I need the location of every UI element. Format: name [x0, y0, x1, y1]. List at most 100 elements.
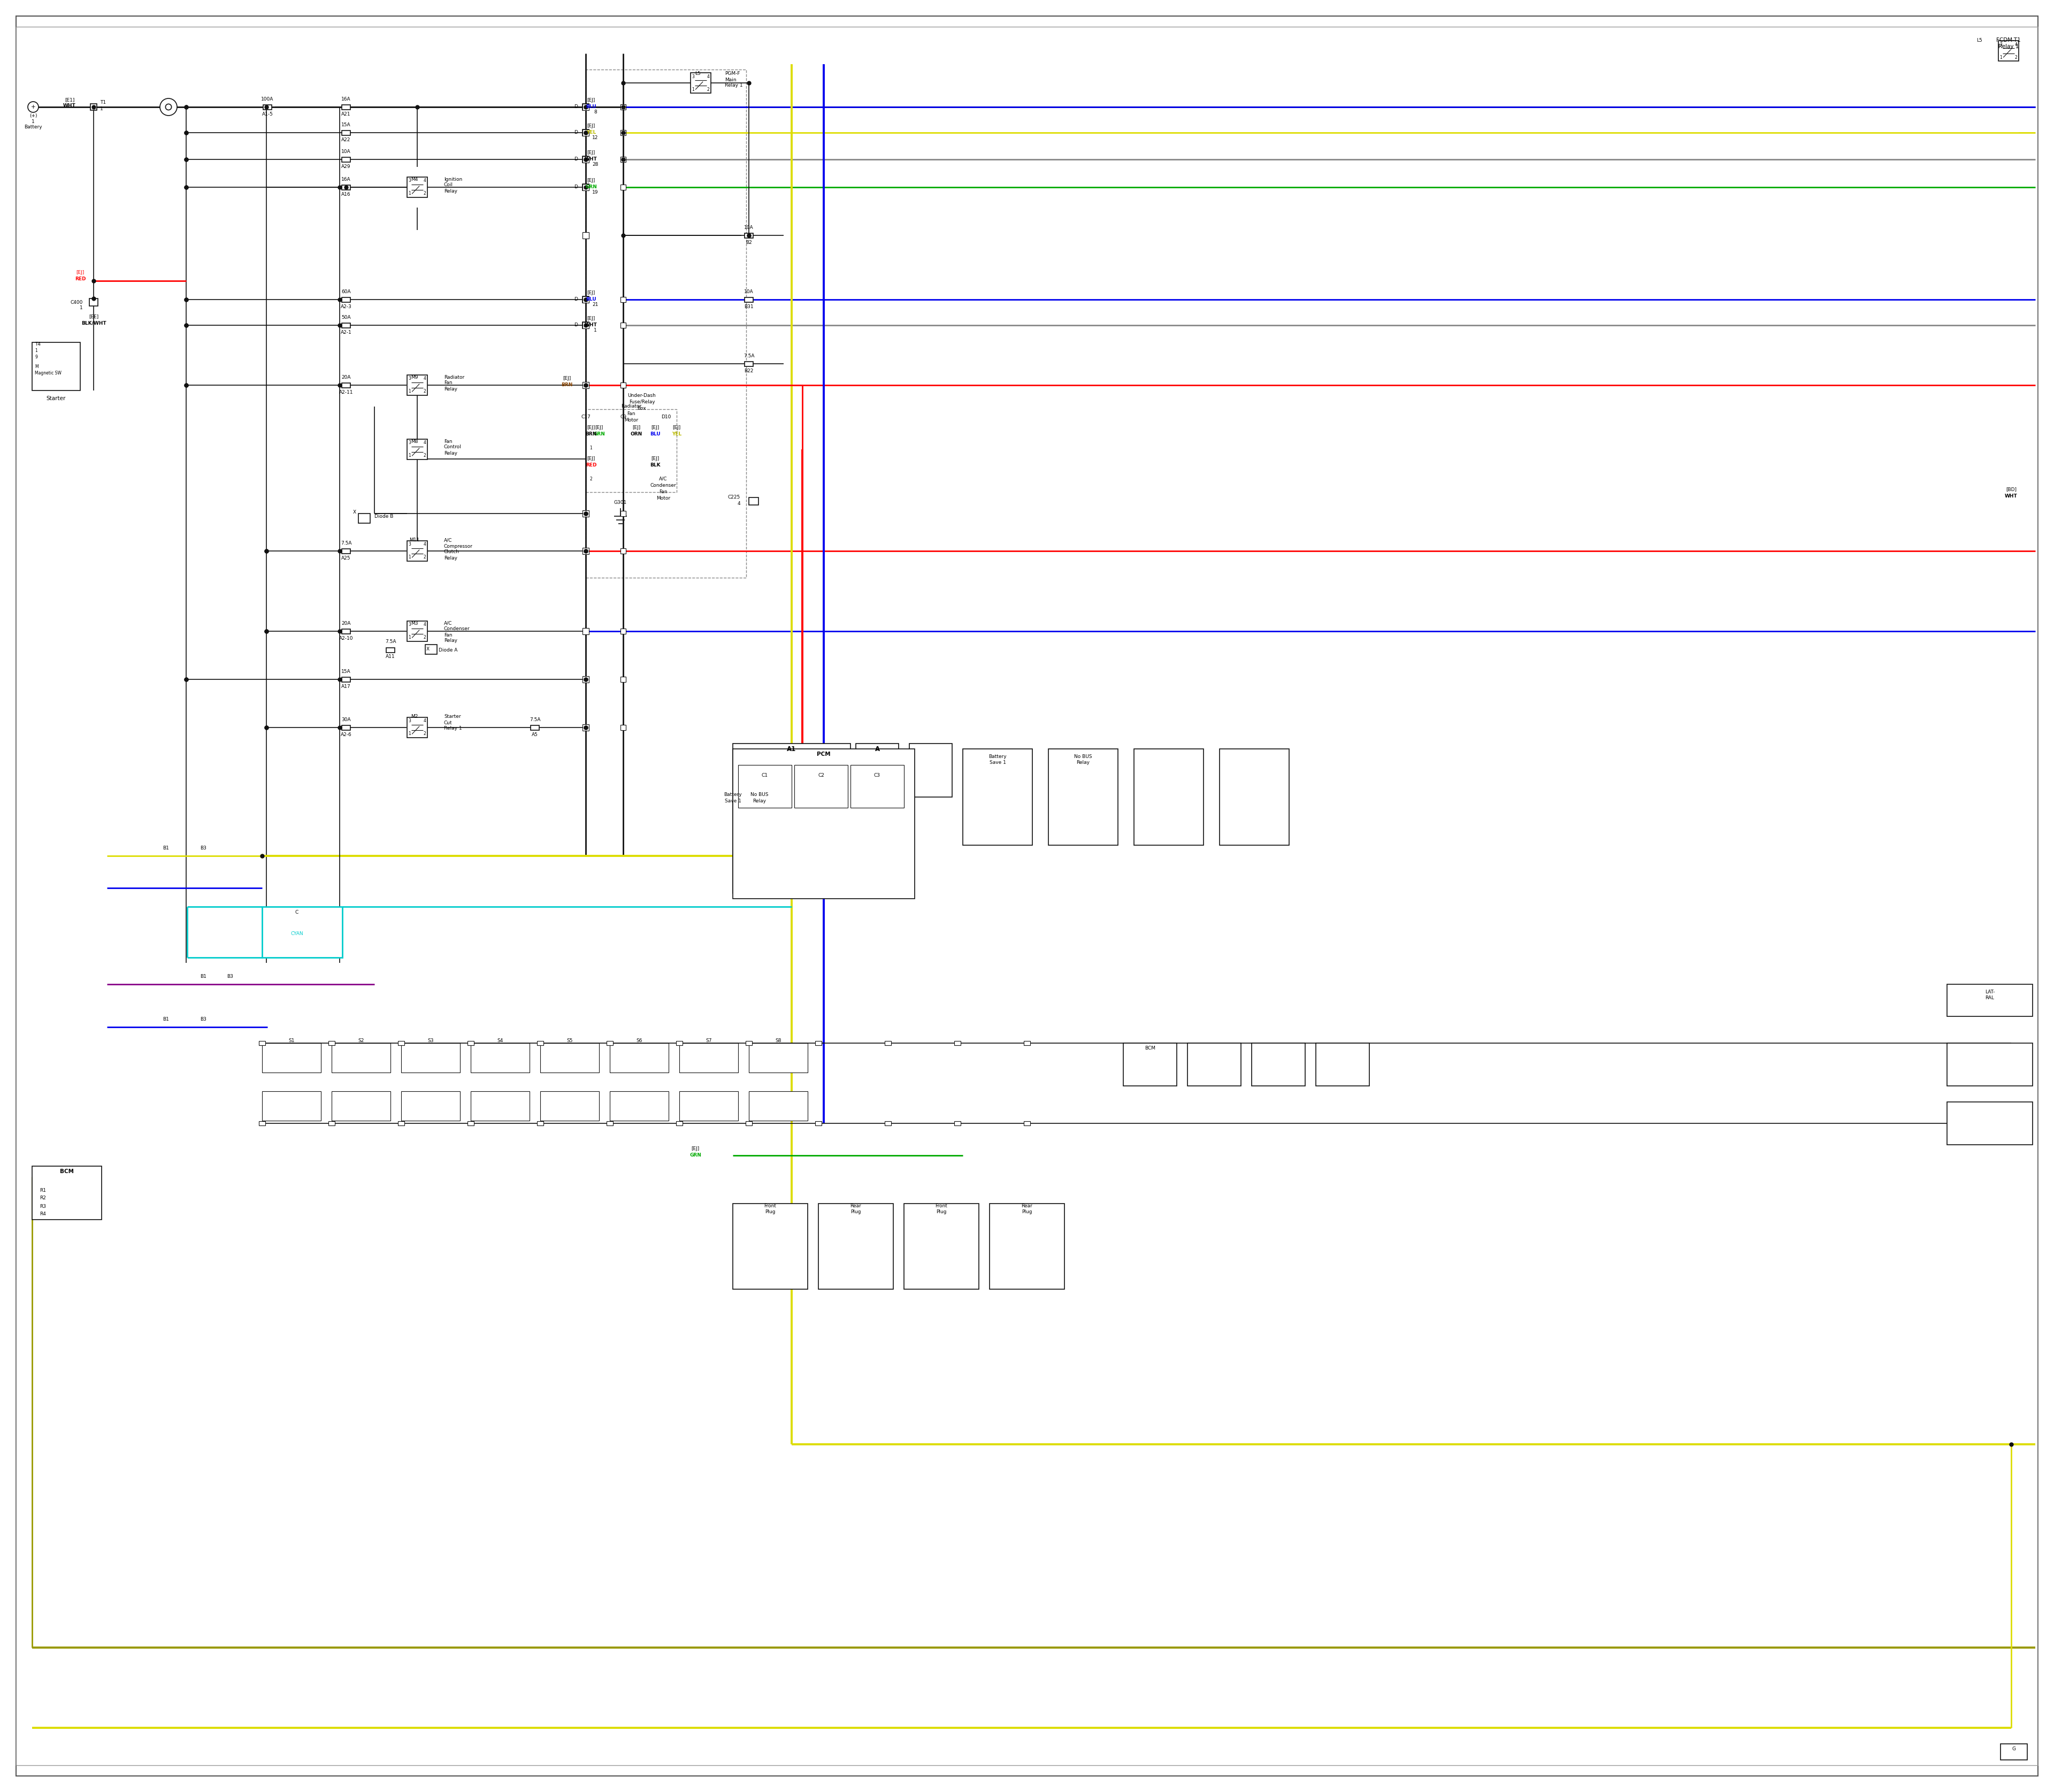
Text: Fan: Fan [626, 410, 635, 416]
Text: Relay 1: Relay 1 [725, 82, 744, 88]
Bar [530, 726, 538, 729]
Bar [904, 1204, 980, 1288]
Text: A2-1: A2-1 [341, 330, 351, 335]
Text: R3: R3 [39, 1204, 45, 1208]
Bar [583, 627, 589, 634]
Bar [341, 158, 351, 161]
Text: Battery: Battery [25, 125, 43, 129]
Text: [EJ]: [EJ] [596, 425, 604, 430]
Text: WHT: WHT [64, 102, 76, 108]
Text: Relay: Relay [444, 556, 458, 561]
Text: S5: S5 [567, 1038, 573, 1043]
Bar [610, 1091, 670, 1120]
Text: [EJ]: [EJ] [587, 97, 596, 102]
Bar [583, 104, 589, 109]
Text: S6: S6 [637, 1038, 643, 1043]
Bar [583, 323, 589, 328]
Bar [606, 1122, 612, 1125]
Bar [468, 1041, 474, 1045]
Bar [620, 185, 626, 190]
Text: 7.5A: 7.5A [744, 353, 754, 358]
Bar [620, 724, 626, 729]
Bar [620, 323, 626, 328]
Text: 1: 1 [594, 328, 598, 333]
Bar [583, 296, 589, 303]
Text: 16A: 16A [341, 177, 351, 183]
Text: RED: RED [585, 462, 596, 468]
Text: 4: 4 [423, 441, 425, 446]
Text: 4: 4 [423, 719, 425, 724]
Text: R1: R1 [39, 1188, 45, 1193]
Bar [857, 744, 900, 797]
Text: B1: B1 [199, 973, 207, 978]
Text: S3: S3 [427, 1038, 433, 1043]
Text: Clutch: Clutch [444, 550, 460, 554]
Text: 1: 1 [692, 88, 694, 91]
Bar [1023, 1122, 1031, 1125]
Bar [263, 907, 343, 957]
Text: D: D [573, 104, 577, 109]
Text: CYAN: CYAN [290, 932, 304, 935]
Bar [398, 1122, 405, 1125]
Text: ORN: ORN [631, 432, 643, 437]
Bar [583, 156, 589, 163]
Bar [341, 677, 351, 681]
Text: BCM: BCM [1144, 1047, 1154, 1050]
Text: D10: D10 [661, 414, 672, 419]
Text: M8: M8 [411, 439, 419, 444]
Bar [610, 1043, 670, 1073]
Text: M9: M9 [411, 375, 419, 380]
Text: [EJ]: [EJ] [76, 271, 84, 276]
Text: [BD]: [BD] [2007, 487, 2017, 491]
Text: 2: 2 [707, 88, 709, 91]
Bar [690, 73, 711, 93]
Bar [680, 1091, 737, 1120]
Bar [341, 548, 351, 554]
Bar [90, 104, 97, 109]
Bar [583, 129, 589, 136]
Bar [263, 1091, 320, 1120]
Text: 12: 12 [592, 134, 598, 140]
Bar [620, 382, 626, 387]
Bar [583, 185, 589, 190]
Text: A11: A11 [386, 654, 394, 659]
Bar [536, 1041, 544, 1045]
Bar [583, 233, 589, 238]
Text: C1: C1 [762, 772, 768, 778]
Text: 2: 2 [2015, 56, 2017, 59]
Text: Fan: Fan [659, 489, 668, 495]
Bar [733, 749, 914, 898]
Text: YEL: YEL [672, 432, 682, 437]
Text: T4: T4 [35, 342, 41, 348]
Text: D: D [573, 297, 577, 303]
Bar [331, 1091, 390, 1120]
Text: [EJ]: [EJ] [587, 457, 596, 461]
Bar [744, 233, 754, 238]
Text: C400: C400 [70, 299, 82, 305]
Text: C17: C17 [581, 414, 589, 419]
Text: 1: 1 [35, 348, 37, 353]
Bar [750, 1043, 807, 1073]
Text: Relay: Relay [754, 799, 766, 803]
Bar [583, 724, 589, 731]
Bar [407, 177, 427, 197]
Text: M2: M2 [411, 715, 419, 719]
Bar [583, 104, 589, 109]
Text: 1: 1 [101, 106, 103, 111]
Text: 28: 28 [592, 161, 598, 167]
Bar [606, 1041, 612, 1045]
Text: 1: 1 [409, 192, 411, 195]
Text: 3: 3 [409, 622, 411, 627]
Text: 10A: 10A [744, 226, 754, 231]
Bar [963, 749, 1033, 846]
Text: C: C [296, 910, 298, 914]
Text: [EJ]: [EJ] [587, 124, 596, 127]
Bar [263, 1043, 320, 1073]
Bar [583, 129, 589, 136]
Bar [791, 760, 815, 776]
Text: Motor: Motor [624, 418, 639, 423]
Bar [746, 1122, 752, 1125]
Text: Diode B: Diode B [374, 514, 394, 518]
Text: 21: 21 [592, 303, 598, 306]
Bar [737, 760, 762, 776]
